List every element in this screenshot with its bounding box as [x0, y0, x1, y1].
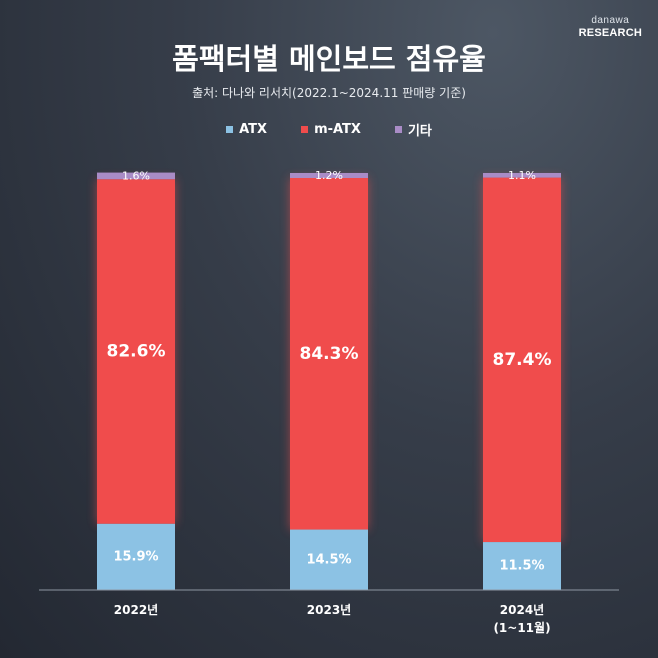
legend-label-other: 기타: [407, 124, 432, 139]
bar-ATX-1: [290, 529, 368, 590]
legend-label-atx: ATX: [239, 122, 268, 137]
chart-title: 폼팩터별 메인보드 점유율: [172, 42, 486, 76]
legend-label-matx: m-ATX: [314, 122, 361, 137]
data-label-ATX-2: 11.5%: [499, 559, 544, 574]
data-label-기타-2: 1.1%: [508, 169, 536, 182]
legend-item-other: 기타: [394, 120, 432, 139]
bar-m-ATX-0: [97, 179, 175, 524]
data-label-기타-1: 1.2%: [315, 169, 343, 182]
data-label-m-ATX-2: 87.4%: [493, 350, 552, 370]
chart-legend: ATX m-ATX 기타: [0, 120, 658, 139]
danawa-research-logo: danawa RESEARCH: [579, 16, 642, 39]
bar-ATX-2: [483, 542, 561, 590]
chart-source: 출처: 다나와 리서치(2022.1~2024.11 판매량 기준): [192, 86, 466, 100]
bar-m-ATX-2: [483, 177, 561, 543]
data-label-ATX-0: 15.9%: [113, 549, 158, 564]
data-label-m-ATX-0: 82.6%: [107, 341, 166, 361]
legend-swatch-matx: [301, 126, 309, 133]
category-label-1-0: 2023년: [307, 603, 351, 617]
legend-item-atx: ATX: [226, 120, 267, 139]
logo-bottom-text: RESEARCH: [578, 27, 642, 39]
category-label-2-1: (1~11월): [493, 620, 550, 635]
data-label-기타-0: 1.6%: [122, 169, 150, 182]
bar-기타-0: [97, 172, 175, 180]
category-label-0-0: 2022년: [114, 603, 158, 617]
data-label-ATX-1: 14.5%: [306, 552, 351, 567]
bar-ATX-0: [97, 523, 175, 590]
legend-swatch-other: [394, 126, 402, 133]
bar-기타-2: [483, 173, 561, 178]
bar-기타-1: [290, 173, 368, 179]
data-label-m-ATX-1: 84.3%: [300, 344, 359, 364]
legend-item-matx: m-ATX: [301, 120, 361, 139]
legend-swatch-atx: [226, 126, 234, 133]
logo-top-text: danawa: [591, 15, 630, 26]
bar-m-ATX-1: [290, 178, 368, 530]
category-label-2-0: 2024년: [500, 603, 544, 617]
